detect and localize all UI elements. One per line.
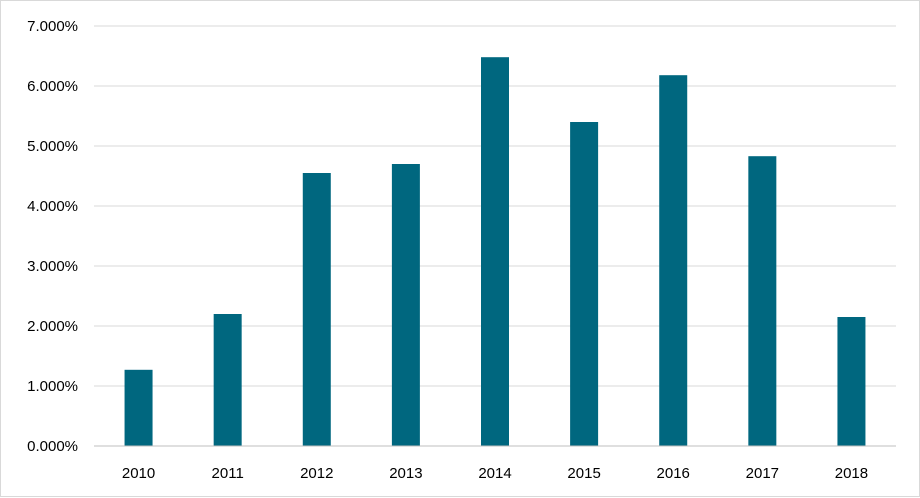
y-tick-label: 7.000% (27, 18, 78, 35)
bar-2012 (302, 173, 331, 446)
bar-2018 (837, 317, 866, 446)
x-tick-label: 2011 (212, 465, 244, 482)
bar-2013 (391, 164, 420, 446)
y-tick-label: 6.000% (27, 78, 78, 95)
y-tick-label: 3.000% (27, 258, 78, 275)
bar-2015 (570, 122, 599, 446)
y-tick-label: 1.000% (27, 378, 78, 395)
y-tick-label: 4.000% (27, 198, 78, 215)
bars (124, 57, 866, 446)
bar-2017 (748, 156, 777, 446)
y-tick-label: 2.000% (27, 318, 78, 335)
bar-2011 (213, 314, 242, 446)
x-tick-label: 2012 (300, 465, 333, 482)
bar-2014 (481, 57, 509, 446)
x-tick-label: 2016 (657, 465, 690, 482)
x-tick-label: 2013 (389, 465, 422, 482)
x-tick-label: 2010 (122, 465, 155, 482)
x-tick-label: 2018 (835, 465, 868, 482)
y-tick-label: 0.000% (27, 438, 78, 455)
y-axis-tick-labels: 0.000% 1.000% 2.000% 3.000% 4.000% 5.000% 6.00… (27, 18, 78, 455)
bar-2016 (659, 75, 688, 446)
x-axis-tick-labels: 2010 2011 2012 2013 2014 2015 2016 2017 2018 (122, 465, 868, 482)
x-tick-label: 2017 (746, 465, 779, 482)
y-tick-label: 5.000% (27, 138, 78, 155)
x-tick-label: 2014 (478, 465, 511, 482)
x-tick-label: 2015 (567, 465, 600, 482)
bar-2010 (124, 369, 153, 446)
